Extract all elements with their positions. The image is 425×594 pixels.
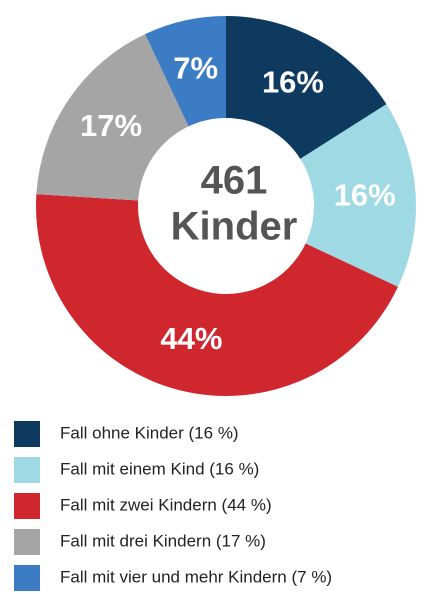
center-total: 461 [201,159,268,203]
value-label: 17% [80,108,142,143]
donut-segment [300,104,416,287]
value-label: 7% [173,51,218,86]
legend-swatch [14,421,40,447]
value-label: 16% [262,64,324,99]
legend-swatch [14,565,40,591]
legend-label: Fall mit zwei Kindern (44 %) [60,495,272,514]
donut-segment [36,34,189,201]
value-label: 44% [160,321,222,356]
value-label: 16% [334,177,396,212]
legend-label: Fall ohne Kinder (16 %) [60,423,239,442]
legend-label: Fall mit drei Kindern (17 %) [60,531,266,550]
legend-label: Fall mit einem Kind (16 %) [60,459,259,478]
donut-segment [36,194,398,396]
center-label: Kinder [171,205,298,249]
legend-swatch [14,493,40,519]
legend-label: Fall mit vier und mehr Kindern (7 %) [60,567,332,586]
donut-segment [145,15,226,127]
donut-segment [226,16,387,159]
legend-swatch [14,457,40,483]
legend-swatch [14,529,40,555]
